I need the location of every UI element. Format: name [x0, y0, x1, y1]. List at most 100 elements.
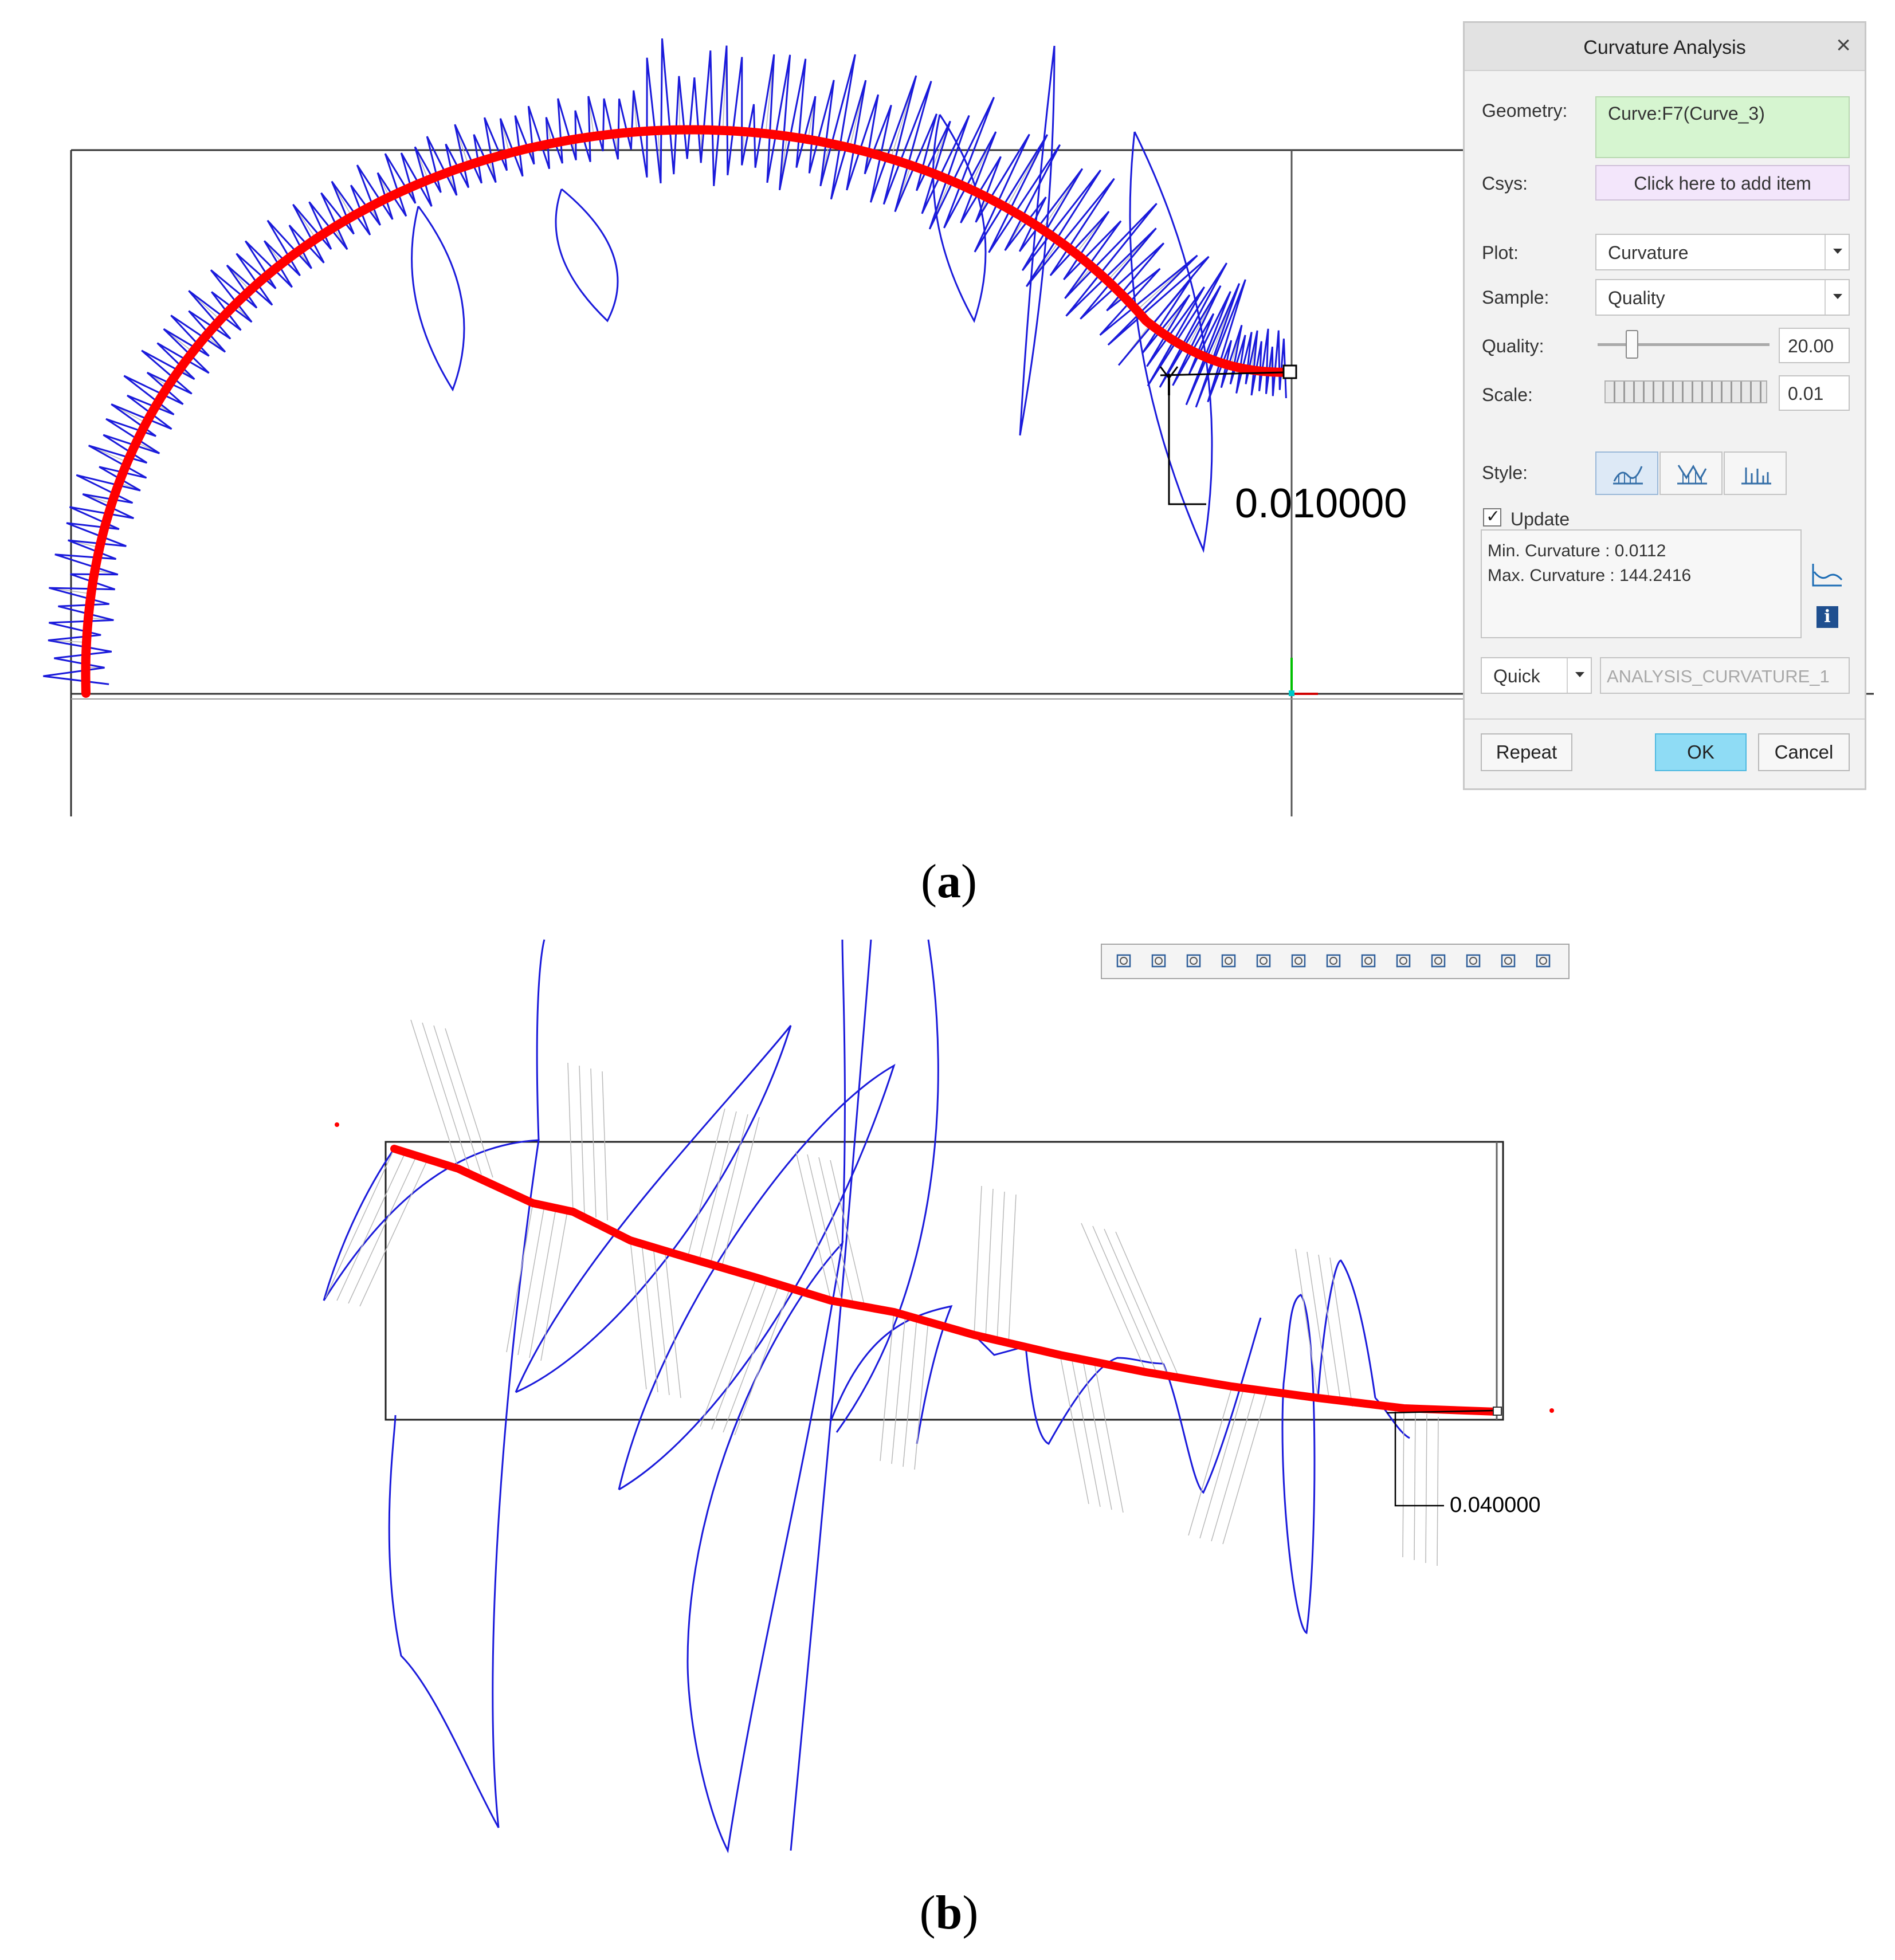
chevron-down-icon[interactable]: [1825, 235, 1849, 269]
analysed-curve-b: [390, 1145, 1501, 1416]
update-checkbox[interactable]: ✓: [1483, 507, 1501, 527]
comb-hatch-line: [336, 1151, 406, 1301]
quality-label: Quality:: [1482, 336, 1544, 356]
comb-hatch-line: [830, 1160, 866, 1310]
spikes-style-icon: [1741, 468, 1771, 485]
comb-hatch-line: [1307, 1251, 1330, 1401]
comb-hatch-line: [641, 1243, 658, 1393]
comb-hatch-line: [1115, 1231, 1181, 1381]
comb-hatch-line: [410, 1019, 459, 1169]
analysed-curve-a: [81, 125, 1294, 698]
comb-lobe: [323, 1148, 395, 1301]
comb-hatch-line: [664, 1248, 681, 1399]
model-icon[interactable]: [1534, 952, 1553, 971]
refit-icon[interactable]: [1115, 952, 1134, 971]
quality-slider-track: [1598, 343, 1770, 346]
dialog-separator: [1465, 718, 1865, 720]
comb-hatch-line: [1211, 1392, 1256, 1542]
ok-button[interactable]: OK: [1655, 733, 1747, 771]
dimension-leader-a: [1168, 374, 1206, 505]
saved-views-icon[interactable]: [1324, 952, 1344, 971]
datum-display-icon[interactable]: [1394, 952, 1414, 971]
chevron-down-icon[interactable]: [1825, 280, 1849, 315]
zoom-in-icon[interactable]: [1149, 952, 1169, 971]
quality-slider[interactable]: [1598, 328, 1770, 362]
sample-select[interactable]: Quality: [1595, 279, 1850, 316]
comb-hatch-line: [1071, 1357, 1101, 1507]
scale-input[interactable]: 0.01: [1779, 375, 1850, 411]
close-icon[interactable]: ×: [1836, 31, 1851, 59]
style-label: Style:: [1482, 462, 1528, 483]
comb-lobe: [515, 1025, 792, 1393]
comb-hatch-line: [445, 1028, 493, 1178]
curvature-comb-b: [323, 939, 1439, 1853]
comb-lobe: [536, 939, 546, 1141]
graph-icon[interactable]: [1811, 561, 1844, 592]
annotation-icon[interactable]: [1464, 952, 1484, 971]
comb-hatch-line: [630, 1240, 647, 1390]
comb-hatch-line: [1188, 1386, 1233, 1536]
scale-thumbwheel[interactable]: [1604, 380, 1767, 403]
comb-lobe: [555, 188, 619, 323]
cancel-button[interactable]: Cancel: [1758, 733, 1850, 771]
comb-hatch-line: [1329, 1257, 1353, 1407]
style-spikes-button[interactable]: [1724, 451, 1787, 495]
comb-hatch-line: [985, 1188, 994, 1338]
comb-envelope: [43, 38, 1287, 685]
comb-hatch-line: [687, 1108, 725, 1258]
cancel-button-label: Cancel: [1774, 741, 1834, 763]
comb-hatch-line: [602, 1071, 608, 1221]
curvature-analysis-dialog[interactable]: Curvature Analysis × Geometry: Curve:F7(…: [1463, 21, 1866, 790]
zoom-out-icon[interactable]: [1184, 952, 1204, 971]
analysis-mode-select[interactable]: Quick: [1481, 657, 1592, 694]
spin-icon[interactable]: [1254, 952, 1274, 971]
chevron-down-icon[interactable]: [1567, 658, 1591, 693]
caption-a: (a): [921, 855, 977, 908]
dimension-value-b: 0.040000: [1450, 1493, 1541, 1517]
style-comb-button[interactable]: [1659, 451, 1723, 495]
comb-hatch-line: [1222, 1395, 1267, 1545]
dimension-leader-b: [1394, 1412, 1444, 1507]
csys-collector[interactable]: Click here to add item: [1595, 165, 1850, 201]
comb-style-icon: [1677, 464, 1707, 485]
style-curve-button[interactable]: [1595, 451, 1658, 495]
scale-label: Scale:: [1482, 384, 1533, 405]
comb-hatch-line: [903, 1317, 917, 1467]
comb-hatch-line: [974, 1185, 982, 1336]
dialog-titlebar[interactable]: Curvature Analysis ×: [1465, 23, 1865, 71]
comb-lobe: [841, 939, 846, 1244]
comb-hatch-line: [1081, 1223, 1147, 1373]
curve-endpoint-marker[interactable]: [1282, 364, 1297, 379]
sample-label: Sample:: [1482, 287, 1549, 308]
plot-select[interactable]: Curvature: [1595, 234, 1850, 270]
display-style-icon[interactable]: [1359, 952, 1379, 971]
comb-hatch-line: [506, 1203, 533, 1353]
comb-hatch-line: [723, 1283, 780, 1433]
csys-placeholder: Click here to add item: [1634, 173, 1811, 194]
geometry-collector[interactable]: Curve:F7(Curve_3): [1595, 96, 1850, 158]
comb-hatch-line: [880, 1311, 894, 1462]
repeat-button[interactable]: Repeat: [1481, 733, 1572, 771]
sketch-icon[interactable]: [1499, 952, 1519, 971]
comb-hatch-line: [891, 1314, 906, 1464]
comb-hatch-line: [710, 1114, 748, 1264]
analysis-name-value: ANALYSIS_CURVATURE_1: [1607, 666, 1830, 686]
ok-button-label: OK: [1687, 741, 1714, 763]
geometry-value: Curve:F7(Curve_3): [1608, 103, 1765, 124]
info-icon[interactable]: i: [1816, 606, 1838, 628]
comb-hatch-line: [914, 1320, 929, 1470]
comb-hatch-line: [795, 1151, 831, 1301]
comb-lobe: [1317, 1259, 1376, 1399]
panel-a-viewport: [43, 38, 1874, 816]
comb-lobe: [1129, 131, 1213, 553]
comb-hatch-line: [653, 1246, 670, 1396]
analysis-name-input[interactable]: ANALYSIS_CURVATURE_1: [1600, 657, 1850, 694]
repaint-icon[interactable]: [1219, 952, 1239, 971]
comb-hatch-line: [818, 1157, 854, 1307]
view-cube-icon[interactable]: [1289, 952, 1309, 971]
comb-hatch-line: [1092, 1226, 1158, 1376]
quality-input[interactable]: 20.00: [1779, 328, 1850, 363]
quality-slider-thumb[interactable]: [1626, 330, 1638, 359]
comb-hatch-line: [1437, 1416, 1439, 1566]
appearance-icon[interactable]: [1429, 952, 1449, 971]
